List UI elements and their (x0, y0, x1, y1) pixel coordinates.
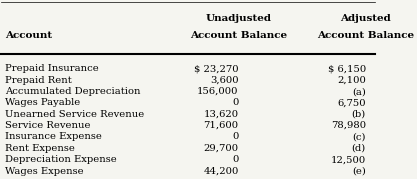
Text: Account Balance: Account Balance (317, 31, 414, 40)
Text: 3,600: 3,600 (210, 76, 239, 85)
Text: 29,700: 29,700 (203, 144, 239, 153)
Text: Depreciation Expense: Depreciation Expense (5, 155, 117, 164)
Text: Unadjusted: Unadjusted (206, 14, 272, 23)
Text: $ 23,270: $ 23,270 (194, 64, 239, 73)
Text: Accumulated Depreciation: Accumulated Depreciation (5, 87, 141, 96)
Text: (e): (e) (352, 167, 366, 176)
Text: 44,200: 44,200 (203, 167, 239, 176)
Text: Prepaid Insurance: Prepaid Insurance (5, 64, 99, 73)
Text: Adjusted: Adjusted (340, 14, 391, 23)
Text: Service Revenue: Service Revenue (5, 121, 90, 130)
Text: Wages Payable: Wages Payable (5, 98, 80, 107)
Text: Account Balance: Account Balance (190, 31, 287, 40)
Text: (b): (b) (352, 110, 366, 119)
Text: Prepaid Rent: Prepaid Rent (5, 76, 72, 85)
Text: 71,600: 71,600 (203, 121, 239, 130)
Text: 0: 0 (232, 155, 239, 164)
Text: Rent Expense: Rent Expense (5, 144, 75, 153)
Text: (d): (d) (352, 144, 366, 153)
Text: 0: 0 (232, 132, 239, 141)
Text: 12,500: 12,500 (331, 155, 366, 164)
Text: $ 6,150: $ 6,150 (327, 64, 366, 73)
Text: 2,100: 2,100 (337, 76, 366, 85)
Text: 13,620: 13,620 (203, 110, 239, 119)
Text: 0: 0 (232, 98, 239, 107)
Text: (c): (c) (352, 132, 366, 141)
Text: 6,750: 6,750 (337, 98, 366, 107)
Text: 156,000: 156,000 (197, 87, 239, 96)
Text: Unearned Service Revenue: Unearned Service Revenue (5, 110, 144, 119)
Text: 78,980: 78,980 (331, 121, 366, 130)
Text: Insurance Expense: Insurance Expense (5, 132, 102, 141)
Text: Account: Account (5, 31, 52, 40)
Text: Wages Expense: Wages Expense (5, 167, 84, 176)
Text: (a): (a) (352, 87, 366, 96)
